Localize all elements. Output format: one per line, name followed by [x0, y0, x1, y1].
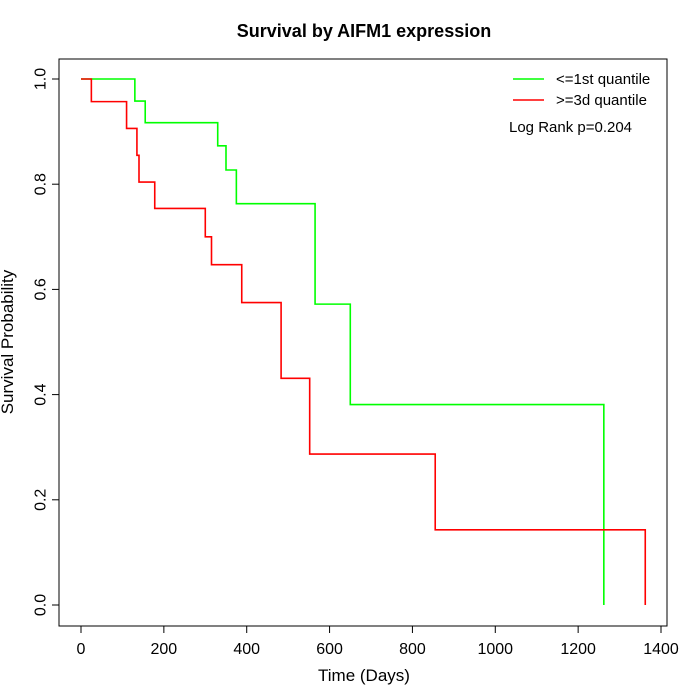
x-tick-label: 0 [77, 641, 86, 658]
series-layer [81, 78, 647, 605]
x-tick-label: 200 [151, 641, 178, 658]
y-tick-label: 0.6 [33, 278, 50, 300]
legend-label-2: >=3d quantile [556, 92, 647, 109]
x-tick-label: 600 [316, 641, 343, 658]
series-line-1 [81, 78, 605, 605]
legend-label-1: <=1st quantile [556, 71, 650, 88]
legend: <=1st quantile >=3d quantile [513, 71, 650, 109]
y-tick-label: 0.8 [33, 173, 50, 195]
chart-title: Survival by AIFM1 expression [237, 21, 491, 41]
y-tick-label: 0.0 [33, 594, 50, 616]
x-tick-label: 400 [233, 641, 260, 658]
x-axis: 0 200 400 600 800 1000 1200 1400 [77, 625, 679, 658]
y-axis: 0.0 0.2 0.4 0.6 0.8 1.0 [33, 68, 60, 616]
x-tick-label: 800 [399, 641, 426, 658]
y-tick-label: 0.2 [33, 489, 50, 511]
x-tick-label: 1400 [643, 641, 679, 658]
x-tick-label: 1200 [560, 641, 596, 658]
x-axis-label: Time (Days) [318, 666, 410, 685]
x-tick-label: 1000 [477, 641, 513, 658]
y-tick-label: 1.0 [33, 68, 50, 90]
y-tick-label: 0.4 [33, 383, 50, 405]
y-axis-label: Survival Probability [0, 269, 17, 414]
log-rank-annotation: Log Rank p=0.204 [509, 119, 632, 136]
series-line-2 [81, 78, 647, 605]
